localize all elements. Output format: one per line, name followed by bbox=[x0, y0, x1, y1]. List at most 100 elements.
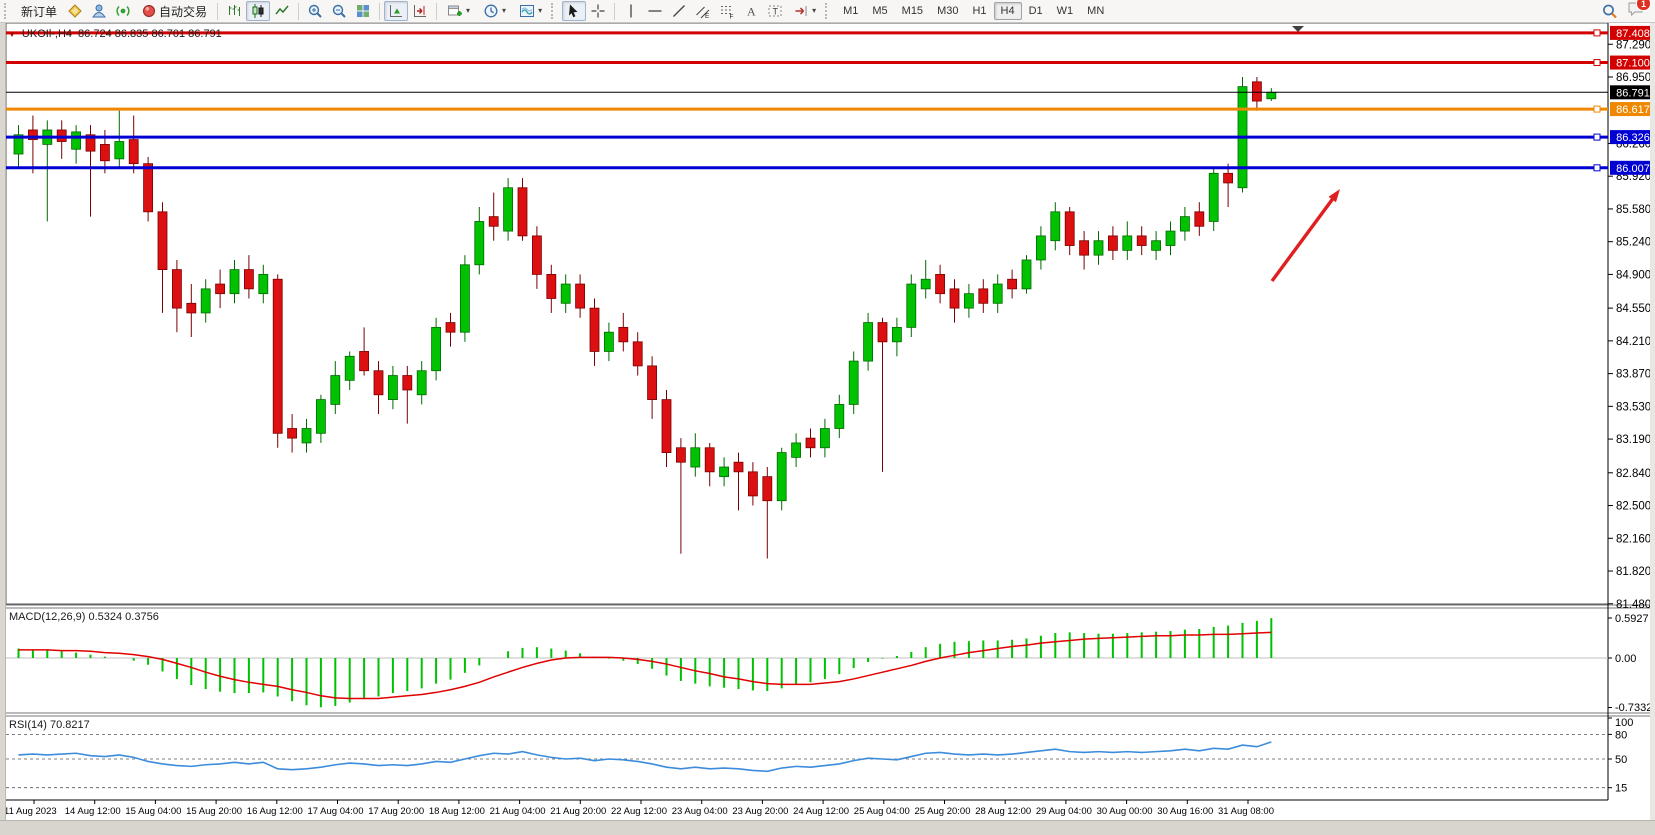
svg-text:T: T bbox=[773, 7, 779, 17]
timeframe-h4[interactable]: H4 bbox=[993, 2, 1022, 20]
svg-text:83.190: 83.190 bbox=[1616, 434, 1651, 446]
svg-text:85.580: 85.580 bbox=[1616, 204, 1651, 216]
search-icon[interactable] bbox=[1597, 1, 1621, 21]
add-indicator-button[interactable]: ▾ bbox=[441, 1, 477, 21]
svg-text:87.408: 87.408 bbox=[1616, 28, 1650, 40]
timeframe-m1[interactable]: M1 bbox=[843, 5, 859, 17]
svg-text:50: 50 bbox=[1615, 754, 1627, 766]
svg-text:18 Aug 12:00: 18 Aug 12:00 bbox=[429, 806, 485, 817]
trendline-icon[interactable] bbox=[667, 1, 691, 21]
svg-text:25 Aug 04:00: 25 Aug 04:00 bbox=[854, 806, 910, 817]
toolbar-separator bbox=[436, 2, 438, 20]
timeframe-h1[interactable]: H1 bbox=[972, 5, 987, 17]
symbol-dropdown-icon[interactable]: ▼ bbox=[8, 29, 16, 39]
timeframe-m15[interactable]: M15 bbox=[901, 5, 924, 17]
timeframe-w1[interactable]: W1 bbox=[1056, 5, 1074, 17]
svg-text:82.500: 82.500 bbox=[1616, 501, 1651, 513]
svg-text:83.530: 83.530 bbox=[1616, 401, 1651, 413]
rsi-indicator-label: RSI(14) 70.8217 bbox=[9, 719, 90, 731]
window-bottom-border bbox=[0, 820, 1655, 835]
toolbar-grip[interactable] bbox=[551, 3, 558, 19]
toolbar-grip[interactable] bbox=[825, 3, 832, 19]
timeframe-mn[interactable]: MN bbox=[1087, 5, 1105, 17]
svg-text:17 Aug 04:00: 17 Aug 04:00 bbox=[308, 806, 364, 817]
autotrade-button[interactable]: 自动交易 bbox=[135, 1, 213, 21]
svg-text:A: A bbox=[747, 5, 756, 19]
chart-shift-icon[interactable] bbox=[408, 1, 432, 21]
svg-text:17 Aug 20:00: 17 Aug 20:00 bbox=[368, 806, 424, 817]
toolbar-grip[interactable] bbox=[4, 3, 11, 19]
svg-text:29 Aug 04:00: 29 Aug 04:00 bbox=[1036, 806, 1092, 817]
text-icon[interactable]: A bbox=[739, 1, 763, 21]
svg-text:86.950: 86.950 bbox=[1616, 72, 1651, 84]
auto-scroll-icon[interactable] bbox=[384, 1, 409, 21]
timeframe-d1[interactable]: D1 bbox=[1028, 5, 1043, 17]
zoom-out-icon[interactable] bbox=[327, 1, 351, 21]
chart-title-ohlc: 86.724 86.835 86.701 86.791 bbox=[78, 28, 222, 40]
svg-text:15: 15 bbox=[1615, 783, 1627, 795]
main-toolbar: 新订单 自动交易 ▾ ▾ ▾ E F A T ▾ M1 M5 M15 M30 H… bbox=[0, 0, 1655, 23]
dropdown-caret[interactable]: ▾ bbox=[466, 6, 471, 15]
macd-indicator-label: MACD(12,26,9) 0.5324 0.3756 bbox=[9, 611, 159, 623]
svg-text:16 Aug 12:00: 16 Aug 12:00 bbox=[247, 806, 303, 817]
toolbar-separator bbox=[379, 2, 381, 20]
line-chart-icon[interactable] bbox=[270, 1, 294, 21]
svg-text:15 Aug 20:00: 15 Aug 20:00 bbox=[186, 806, 242, 817]
tile-windows-icon[interactable] bbox=[351, 1, 375, 21]
svg-text:84.210: 84.210 bbox=[1616, 336, 1651, 348]
autotrade-label: 自动交易 bbox=[159, 4, 208, 19]
svg-text:80: 80 bbox=[1615, 729, 1627, 741]
svg-text:86.617: 86.617 bbox=[1616, 104, 1650, 116]
svg-text:22 Aug 12:00: 22 Aug 12:00 bbox=[611, 806, 667, 817]
channel-icon[interactable]: E bbox=[691, 1, 715, 21]
chart-title-symbol: UKOIl-,H4 bbox=[21, 28, 73, 40]
svg-text:24 Aug 12:00: 24 Aug 12:00 bbox=[793, 806, 849, 817]
toolbar-separator bbox=[217, 2, 219, 20]
signals-icon[interactable] bbox=[111, 1, 135, 21]
period-button[interactable]: ▾ bbox=[477, 1, 513, 21]
market-watch-icon[interactable] bbox=[87, 1, 111, 21]
svg-text:82.160: 82.160 bbox=[1616, 533, 1651, 545]
svg-text:83.870: 83.870 bbox=[1616, 369, 1651, 381]
dropdown-caret[interactable]: ▾ bbox=[502, 6, 507, 15]
horizontal-line-icon[interactable] bbox=[643, 1, 667, 21]
svg-text:87.100: 87.100 bbox=[1616, 58, 1650, 70]
chart-window: 87.290 86.950 86.260 85.920 85.580 85.240 84.9… bbox=[0, 23, 1655, 820]
label-icon[interactable]: T bbox=[763, 1, 787, 21]
window-left-border bbox=[0, 23, 6, 820]
svg-text:84.900: 84.900 bbox=[1616, 269, 1651, 281]
crosshair-icon[interactable] bbox=[586, 1, 610, 21]
zoom-in-icon[interactable] bbox=[303, 1, 327, 21]
svg-text:25 Aug 20:00: 25 Aug 20:00 bbox=[915, 806, 971, 817]
svg-text:14 Aug 12:00: 14 Aug 12:00 bbox=[65, 806, 121, 817]
svg-text:23 Aug 20:00: 23 Aug 20:00 bbox=[732, 806, 788, 817]
svg-text:30 Aug 16:00: 30 Aug 16:00 bbox=[1157, 806, 1213, 817]
svg-text:11 Aug 2023: 11 Aug 2023 bbox=[4, 806, 57, 817]
template-button[interactable]: ▾ bbox=[513, 1, 549, 21]
svg-text:31 Aug 08:00: 31 Aug 08:00 bbox=[1218, 806, 1274, 817]
arrows-icon[interactable]: ▾ bbox=[787, 1, 823, 21]
window-right-border bbox=[1650, 23, 1655, 820]
vertical-line-icon[interactable] bbox=[619, 1, 643, 21]
svg-text:21 Aug 20:00: 21 Aug 20:00 bbox=[550, 806, 606, 817]
cursor-icon[interactable] bbox=[562, 1, 587, 21]
charts-icon[interactable] bbox=[63, 1, 87, 21]
svg-text:81.480: 81.480 bbox=[1616, 599, 1651, 611]
fibonacci-icon[interactable]: F bbox=[715, 1, 739, 21]
timeframe-m30[interactable]: M30 bbox=[937, 5, 959, 17]
svg-text:81.820: 81.820 bbox=[1616, 566, 1651, 578]
candlestick-chart-icon[interactable] bbox=[246, 1, 271, 21]
svg-text:84.550: 84.550 bbox=[1616, 303, 1651, 315]
svg-text:15 Aug 04:00: 15 Aug 04:00 bbox=[125, 806, 181, 817]
svg-text:28 Aug 12:00: 28 Aug 12:00 bbox=[975, 806, 1031, 817]
dropdown-caret[interactable]: ▾ bbox=[812, 6, 817, 15]
svg-text:E: E bbox=[705, 13, 710, 19]
bar-chart-icon[interactable] bbox=[222, 1, 246, 21]
chat-button[interactable]: 1 bbox=[1627, 0, 1651, 22]
toolbar-separator bbox=[298, 2, 300, 20]
chart-canvas[interactable]: 87.29086.95086.26085.92085.58085.24084.9… bbox=[0, 23, 1655, 820]
new-order-button[interactable]: 新订单 bbox=[15, 1, 63, 21]
dropdown-caret[interactable]: ▾ bbox=[538, 6, 543, 15]
timeframe-m5[interactable]: M5 bbox=[872, 5, 888, 17]
